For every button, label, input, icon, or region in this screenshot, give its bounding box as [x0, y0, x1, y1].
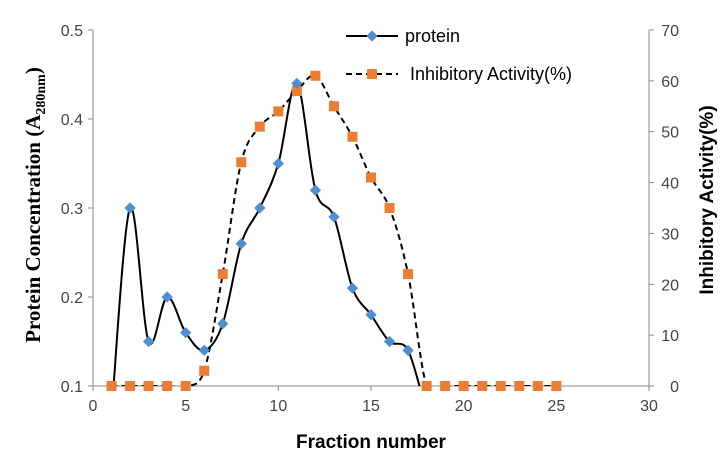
y-left-axis-title: Protein Concentration (A280nm): [21, 67, 49, 343]
x-tick-label: 0: [89, 398, 98, 415]
inhibitory-point: [440, 381, 451, 391]
y-right-tick-label: 60: [661, 74, 679, 91]
inhibitory-series-line: [111, 74, 557, 386]
inhibitory-point: [143, 381, 154, 391]
y-right-tick-label: 70: [661, 23, 679, 40]
y-left-tick-label: 0.1: [61, 379, 83, 396]
inhibitory-point: [403, 269, 414, 280]
inhibitory-point: [180, 381, 191, 391]
legend-label-protein: protein: [405, 26, 460, 46]
protein-point: [161, 291, 173, 303]
inhibitory-point: [477, 381, 488, 391]
inhibitory-point: [273, 106, 284, 117]
y-right-tick-label: 0: [670, 379, 679, 396]
inhibitory-point: [106, 381, 117, 391]
protein-series-line: [112, 82, 421, 386]
inhibitory-point: [199, 365, 210, 376]
protein-point: [309, 184, 322, 196]
y-right-tick-label: 40: [661, 176, 679, 193]
y-left-tick-label: 0.4: [61, 112, 83, 129]
y-left-axis-title-sub: 280nm: [34, 74, 49, 115]
inhibitory-point: [495, 381, 506, 391]
x-tick-label: 20: [455, 398, 473, 415]
inhibitory-point: [366, 172, 376, 183]
inhibitory-point: [328, 101, 339, 112]
x-tick-label: 30: [640, 398, 658, 415]
y-left-tick-label: 0.3: [61, 201, 83, 218]
axes-layer: 0 5 10 15 20 25 30 0.1 0.2 0.3 0.4 0.5 0 10 20 30 40 50 60…: [61, 23, 679, 415]
y-right-tick-label: 50: [661, 125, 679, 142]
y-left-tick-label: 0.2: [61, 290, 83, 307]
inhibitory-point: [551, 381, 562, 391]
y-left-tick-label: 0.5: [61, 23, 83, 40]
y-left-axis-title-close: ): [21, 67, 45, 74]
inhibitory-point: [125, 381, 136, 391]
legend-marker-protein: [366, 30, 378, 42]
inhibitory-point: [217, 269, 228, 280]
y-right-tick-label: 20: [661, 277, 679, 294]
protein-point: [272, 157, 284, 170]
protein-point: [402, 344, 414, 357]
y-right-tick-label: 30: [661, 226, 679, 243]
y-left-axis-title-main: Protein Concentration (A: [21, 114, 45, 343]
series-layer: [111, 74, 557, 386]
protein-point: [198, 344, 210, 357]
x-axis-title: Fraction number: [296, 432, 447, 453]
y-right-tick-label: 10: [661, 328, 679, 345]
protein-point: [254, 202, 266, 214]
protein-point: [328, 211, 340, 223]
inhibitory-point: [514, 381, 525, 391]
protein-point: [142, 335, 155, 348]
legend-label-inhibitory: Inhibitory Activity(%): [410, 64, 572, 84]
inhibitory-point: [162, 381, 173, 391]
inhibitory-point: [347, 131, 358, 142]
markers-layer: [106, 70, 562, 391]
legend-marker-inhibitory: [367, 69, 377, 79]
legend: protein Inhibitory Activity(%): [346, 26, 572, 84]
protein-point: [217, 318, 229, 330]
x-tick-label: 10: [269, 398, 287, 415]
protein-point: [235, 237, 247, 250]
protein-point: [180, 326, 192, 339]
inhibitory-point: [310, 70, 321, 81]
x-tick-label: 25: [547, 398, 565, 415]
protein-point: [365, 309, 377, 321]
x-tick-label: 15: [362, 398, 380, 415]
inhibitory-point: [458, 381, 469, 391]
y-right-axis-title: Inhibitory Activity(%): [697, 105, 718, 294]
inhibitory-point: [236, 157, 247, 168]
protein-point: [383, 335, 396, 348]
inhibitory-point: [532, 381, 543, 391]
protein-point: [124, 202, 136, 214]
inhibitory-point: [291, 86, 302, 97]
inhibitory-point: [421, 381, 432, 391]
inhibitory-point: [254, 121, 265, 132]
inhibitory-point: [384, 203, 395, 213]
x-tick-label: 5: [181, 398, 190, 415]
protein-point: [346, 282, 359, 294]
